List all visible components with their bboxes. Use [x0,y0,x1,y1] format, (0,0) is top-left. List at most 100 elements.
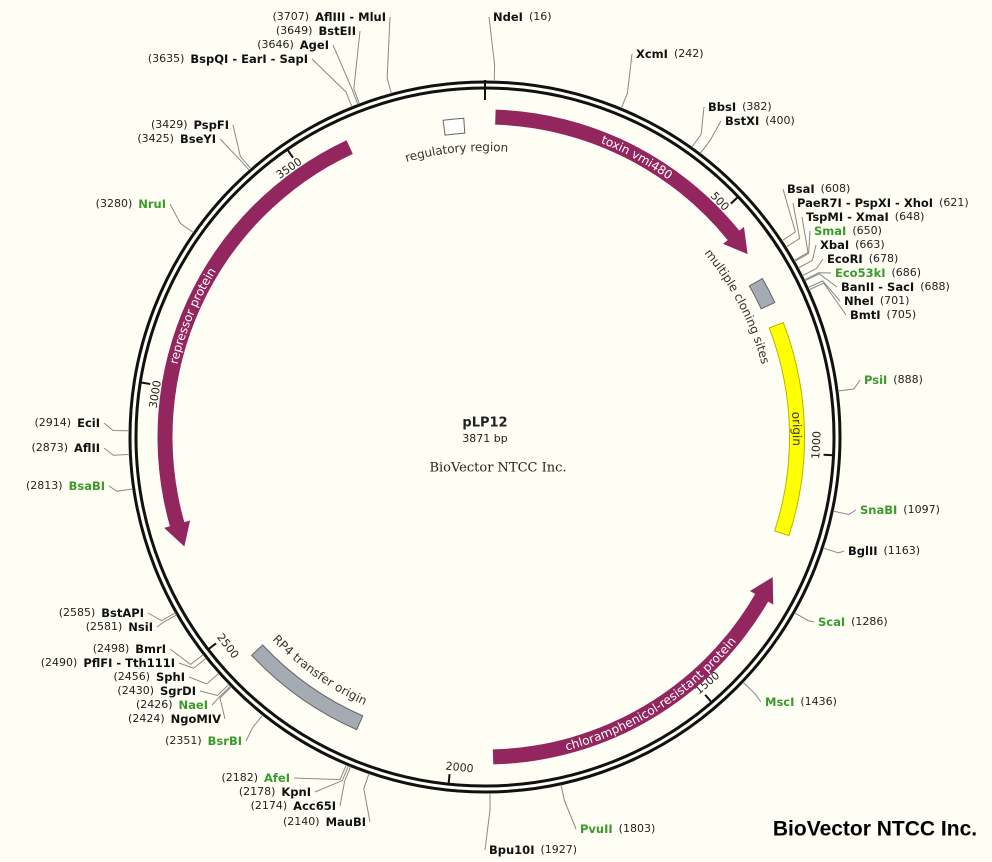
site-label: PvuII (1803) [580,822,655,836]
site-position: (678) [869,252,899,265]
site-position: (2351) [165,734,202,747]
site-name: EcoRI [827,252,863,266]
site-position: (1436) [800,695,837,708]
site-line [245,714,264,742]
site-name: BanII - SacI [841,280,914,294]
site-line [178,657,207,669]
site-line [781,188,796,242]
site-position: (621) [939,196,969,209]
feature-label-text: origin [790,411,805,446]
feature-label: origin [790,411,805,446]
site-label: (2182) AfeI [221,771,290,785]
site-label: SmaI (650) [814,224,882,238]
site-line [219,138,250,171]
feature-arrow [157,140,353,547]
site-label: PsiI (888) [864,373,923,387]
site-line [620,53,633,109]
site-name: NaeI [179,698,208,712]
site-label: MscI (1436) [765,695,837,709]
site-name: BspQI - EarI - SapI [190,52,308,66]
site-name: BbsI [708,100,736,114]
site-label: BmtI (705) [850,308,916,322]
site-line [353,30,361,105]
site-name: Bpu10I [489,843,534,857]
site-label: (2914) EciI [35,416,100,430]
site-line [691,106,705,148]
site-name: NheI [844,294,874,308]
site-line [314,765,349,793]
site-label: (2498) BmrI [93,642,166,656]
site-line [699,120,722,154]
site-position: (2914) [35,416,72,429]
site-label: (3280) NruI [96,197,166,211]
site-position: (2424) [128,712,165,725]
site-name: SgrDI [160,684,196,698]
site-position: (2498) [93,642,130,655]
site-position: (2182) [221,771,258,784]
site-position: (1927) [540,843,577,856]
site-label: (2813) BsaBI [26,479,105,493]
site-line [386,16,392,94]
site-position: (3649) [276,24,313,37]
site-name: AflII [74,441,100,455]
site-label: NheI (701) [844,294,909,308]
site-line [293,764,347,781]
site-position: (2456) [113,670,150,683]
site-position: (2813) [26,479,63,492]
site-name: PvuII [580,822,613,836]
site-line [807,280,841,302]
site-label: BsaI (608) [787,182,850,196]
site-name: TspMI - XmaI [806,210,889,224]
site-label: TspMI - XmaI (648) [806,210,924,224]
site-line [169,648,204,666]
site-label: (3646) AgeI [257,38,329,52]
site-label: SnaBI (1097) [860,503,940,517]
site-label: (2873) AflII [31,441,100,455]
site-label: (2351) BsrBI [165,734,242,748]
site-line [156,614,177,628]
site-name: BstAPI [101,606,144,620]
site-name: NgoMIV [171,712,221,726]
feature-box [250,644,364,731]
site-position: (3646) [257,38,294,51]
site-position: (688) [920,280,950,293]
site-line [484,792,491,851]
site-label: (3425) BseYI [137,132,216,146]
map-size: 3871 bp [462,432,507,445]
map-name: pLP12 [462,416,507,431]
site-label: (2174) Acc65I [251,799,336,813]
site-name: Eco53kI [835,266,886,280]
site-line [833,509,857,516]
site-label: Bpu10I (1927) [489,843,577,857]
site-label: (2585) BstAPI [59,606,144,620]
site-position: (2430) [117,684,154,697]
site-position: (2174) [251,799,288,812]
site-position: (3429) [151,118,188,131]
site-line [108,485,133,492]
site-label: (2490) PflFI - Tth111I [41,656,175,670]
site-name: MscI [765,695,794,709]
feature-box [442,117,466,136]
site-line [211,685,231,706]
site-position: (2581) [86,620,123,633]
watermark: BioVector NTCC Inc. [773,818,977,841]
site-name: NdeI [493,10,523,24]
site-position: (242) [674,47,704,60]
site-name: EciI [77,416,100,430]
site-label: XbaI (663) [820,238,885,252]
site-line [794,612,815,623]
site-label: (3649) BstEII [276,24,356,38]
tick-mark [730,196,739,205]
site-position: (663) [855,238,885,251]
tick-label: 1000 [809,431,823,460]
site-position: (686) [892,266,922,279]
tick-mark [823,453,834,457]
site-position: (705) [887,308,917,321]
site-line [363,773,371,823]
site-line [332,44,359,105]
site-position: (3635) [148,52,185,65]
tick-mark [207,642,217,651]
site-name: PspFI [194,118,229,132]
site-name: MauBI [326,815,366,829]
